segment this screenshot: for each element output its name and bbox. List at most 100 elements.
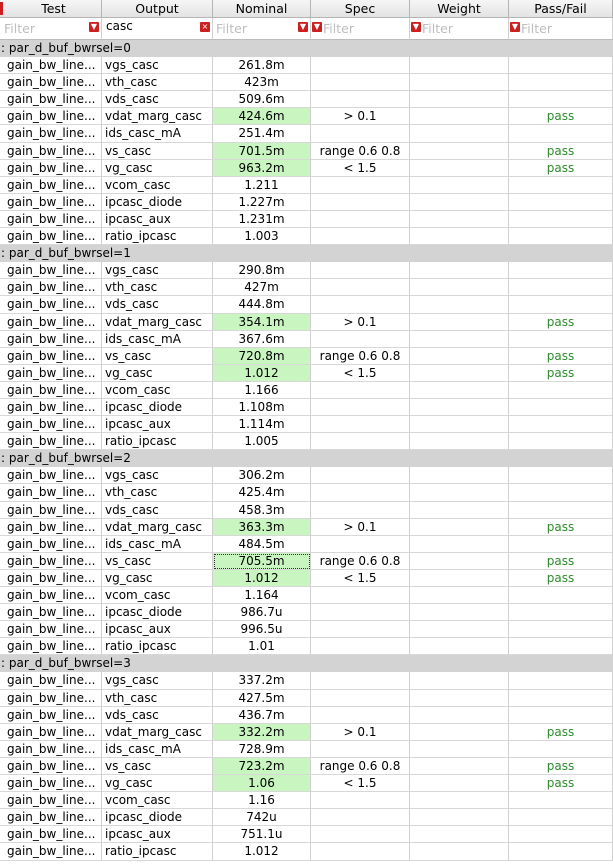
pass-fail-cell[interactable]: pass <box>509 159 613 177</box>
nominal-cell[interactable]: 458.3m <box>213 501 311 519</box>
table-row[interactable]: gain_bw_line... vds_casc 444.8m <box>0 296 613 314</box>
spec-cell[interactable]: > 0.1 <box>311 108 410 126</box>
nominal-cell[interactable]: 1.012 <box>213 569 311 587</box>
pass-fail-cell[interactable]: pass <box>509 364 613 382</box>
filter-spec-placeholder[interactable]: Filter <box>323 21 354 36</box>
test-cell[interactable]: gain_bw_line... <box>0 723 102 741</box>
group-header-row[interactable]: : par_d_buf_bwrsel=0 <box>0 40 613 58</box>
spec-cell[interactable] <box>311 74 410 92</box>
spec-cell[interactable] <box>311 416 410 434</box>
output-cell[interactable]: ipcasc_diode <box>102 809 213 827</box>
pass-fail-cell[interactable] <box>509 792 613 810</box>
spec-cell[interactable]: range 0.6 0.8 <box>311 347 410 365</box>
filter-weight-placeholder[interactable]: Filter <box>422 21 453 36</box>
output-cell[interactable]: vs_casc <box>102 347 213 365</box>
nominal-cell[interactable]: 509.6m <box>213 91 311 109</box>
nominal-cell[interactable]: 306.2m <box>213 467 311 485</box>
spec-cell[interactable] <box>311 228 410 246</box>
pass-fail-cell[interactable] <box>509 740 613 758</box>
filter-weight[interactable]: ▼ Filter <box>410 18 509 40</box>
pass-fail-cell[interactable] <box>509 57 613 75</box>
table-row[interactable]: gain_bw_line... vds_casc 509.6m <box>0 91 613 109</box>
nominal-cell[interactable]: 484.5m <box>213 535 311 553</box>
output-cell[interactable]: ids_casc_mA <box>102 535 213 553</box>
nominal-cell[interactable]: 963.2m <box>213 159 311 177</box>
pass-fail-cell[interactable] <box>509 484 613 502</box>
test-cell[interactable]: gain_bw_line... <box>0 518 102 536</box>
weight-cell[interactable] <box>410 364 509 382</box>
pass-fail-cell[interactable]: pass <box>509 108 613 126</box>
weight-cell[interactable] <box>410 638 509 656</box>
weight-cell[interactable] <box>410 809 509 827</box>
output-cell[interactable]: vdat_marg_casc <box>102 108 213 126</box>
spec-cell[interactable]: range 0.6 0.8 <box>311 757 410 776</box>
output-cell[interactable]: vdat_marg_casc <box>102 723 213 741</box>
output-cell[interactable]: vg_casc <box>102 364 213 382</box>
filter-dropdown-icon[interactable]: ▼ <box>89 22 99 32</box>
test-cell[interactable]: gain_bw_line... <box>0 501 102 519</box>
test-cell[interactable]: gain_bw_line... <box>0 775 102 793</box>
test-cell[interactable]: gain_bw_line... <box>0 364 102 382</box>
table-row[interactable]: gain_bw_line... vcom_casc 1.211 <box>0 176 613 194</box>
pass-fail-cell[interactable] <box>509 689 613 707</box>
spec-cell[interactable] <box>311 826 410 844</box>
weight-cell[interactable] <box>410 57 509 75</box>
filter-dropdown-icon[interactable]: ▼ <box>298 22 308 32</box>
spec-cell[interactable] <box>311 262 410 280</box>
spec-cell[interactable]: range 0.6 0.8 <box>311 142 410 160</box>
output-cell[interactable]: vdat_marg_casc <box>102 313 213 331</box>
nominal-cell[interactable]: 751.1u <box>213 826 311 844</box>
nominal-cell[interactable]: 251.4m <box>213 125 311 143</box>
table-row[interactable]: gain_bw_line... vcom_casc 1.164 <box>0 587 613 605</box>
output-cell[interactable]: vs_casc <box>102 552 213 570</box>
output-cell[interactable]: vg_casc <box>102 159 213 177</box>
table-row[interactable]: gain_bw_line... ipcasc_diode 986.7u <box>0 604 613 622</box>
pass-fail-cell[interactable]: pass <box>509 723 613 741</box>
spec-cell[interactable] <box>311 535 410 553</box>
spec-cell[interactable] <box>311 740 410 758</box>
table-row[interactable]: gain_bw_line... vth_casc 425.4m <box>0 484 613 502</box>
nominal-cell[interactable]: 424.6m <box>213 108 311 126</box>
pass-fail-cell[interactable] <box>509 176 613 194</box>
spec-cell[interactable]: < 1.5 <box>311 159 410 177</box>
table-row[interactable]: gain_bw_line... ratio_ipcasc 1.005 <box>0 433 613 451</box>
spec-cell[interactable] <box>311 176 410 194</box>
test-cell[interactable]: gain_bw_line... <box>0 108 102 126</box>
pass-fail-cell[interactable] <box>509 672 613 690</box>
nominal-cell[interactable]: 363.3m <box>213 518 311 536</box>
test-cell[interactable]: gain_bw_line... <box>0 159 102 177</box>
nominal-cell[interactable]: 1.012 <box>213 364 311 382</box>
table-row[interactable]: gain_bw_line... vs_casc 705.5m range 0.6 0.… <box>0 552 613 570</box>
table-row[interactable]: gain_bw_line... vg_casc 1.012 < 1.5 pass <box>0 364 613 382</box>
test-cell[interactable]: gain_bw_line... <box>0 176 102 194</box>
output-cell[interactable]: vth_casc <box>102 689 213 707</box>
pass-fail-cell[interactable] <box>509 228 613 246</box>
output-cell[interactable]: ids_casc_mA <box>102 740 213 758</box>
nominal-cell[interactable]: 742u <box>213 809 311 827</box>
table-row[interactable]: gain_bw_line... vs_casc 723.2m range 0.6 0.… <box>0 757 613 776</box>
pass-fail-cell[interactable]: pass <box>509 313 613 331</box>
test-cell[interactable]: gain_bw_line... <box>0 604 102 622</box>
filter-dropdown-icon[interactable]: ▼ <box>411 22 421 32</box>
weight-cell[interactable] <box>410 228 509 246</box>
nominal-cell[interactable]: 444.8m <box>213 296 311 314</box>
pass-fail-cell[interactable] <box>509 262 613 280</box>
test-cell[interactable]: gain_bw_line... <box>0 638 102 656</box>
pass-fail-cell[interactable]: pass <box>509 757 613 776</box>
pass-fail-cell[interactable] <box>509 501 613 519</box>
output-cell[interactable]: ratio_ipcasc <box>102 638 213 656</box>
spec-cell[interactable] <box>311 621 410 639</box>
spec-cell[interactable]: < 1.5 <box>311 775 410 793</box>
test-cell[interactable]: gain_bw_line... <box>0 398 102 417</box>
filter-test[interactable]: Filter ▼ <box>0 18 102 40</box>
spec-cell[interactable]: < 1.5 <box>311 569 410 587</box>
weight-cell[interactable] <box>410 775 509 793</box>
table-row[interactable]: gain_bw_line... vgs_casc 337.2m <box>0 672 613 690</box>
output-cell[interactable]: ipcasc_aux <box>102 210 213 229</box>
test-cell[interactable]: gain_bw_line... <box>0 210 102 229</box>
weight-cell[interactable] <box>410 689 509 707</box>
table-row[interactable]: gain_bw_line... vth_casc 423m <box>0 74 613 92</box>
output-cell[interactable]: ipcasc_aux <box>102 621 213 639</box>
pass-fail-cell[interactable] <box>509 125 613 143</box>
output-cell[interactable]: vcom_casc <box>102 792 213 810</box>
